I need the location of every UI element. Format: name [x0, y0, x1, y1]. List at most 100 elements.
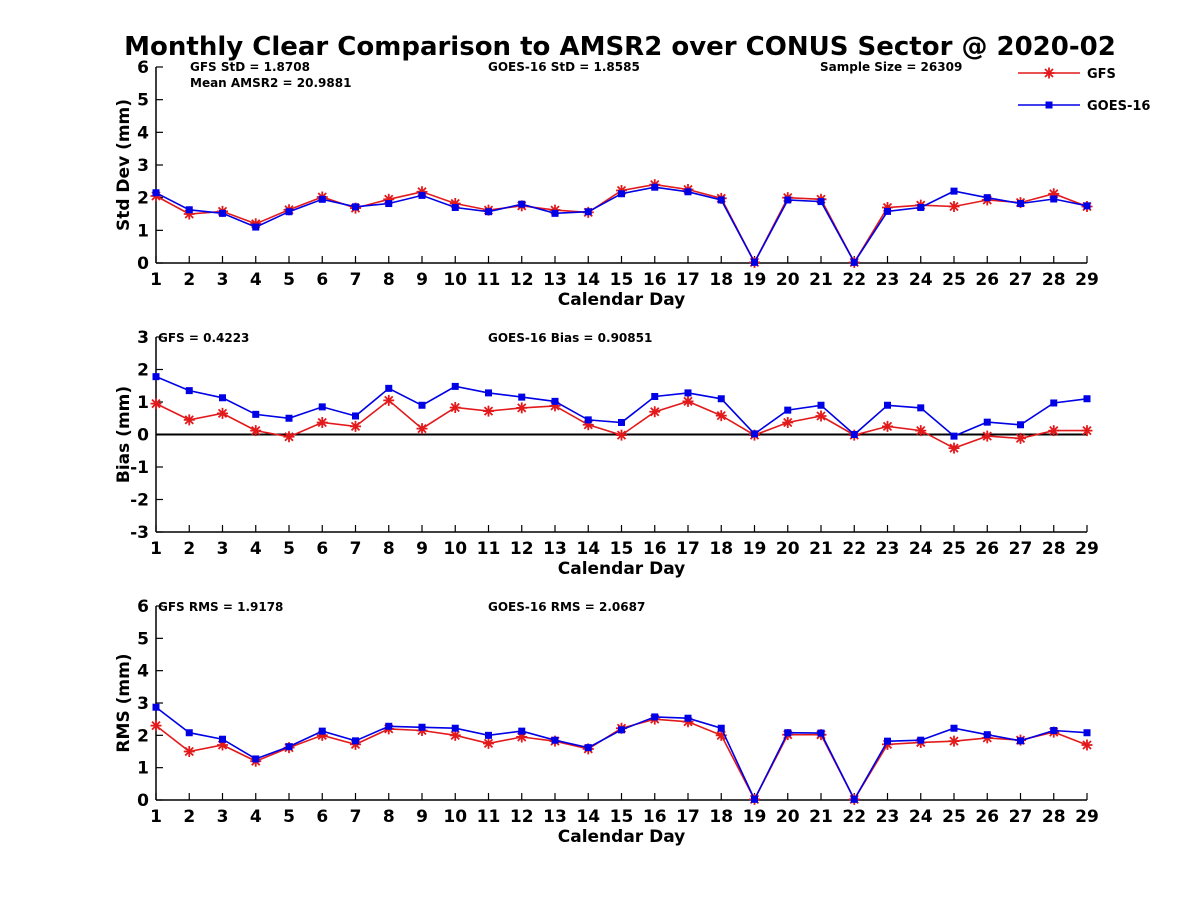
data-point-gfs — [183, 746, 195, 757]
y-tick-label: 0 — [137, 254, 149, 274]
x-tick-label: 7 — [350, 270, 362, 290]
x-tick-label: 19 — [743, 270, 767, 290]
x-tick-label: 11 — [477, 807, 501, 827]
x-tick-label: 23 — [876, 807, 900, 827]
data-point-goes-16 — [584, 744, 592, 752]
y-tick-label: 1 — [137, 393, 149, 413]
data-point-gfs — [815, 410, 827, 422]
y-tick-label: 3 — [137, 156, 149, 176]
x-tick-label: 15 — [610, 270, 634, 290]
data-point-goes-16 — [352, 737, 359, 745]
data-point-gfs — [383, 394, 395, 406]
x-tick-label: 9 — [416, 539, 428, 559]
data-point-goes-16 — [285, 208, 293, 216]
data-point-goes-16 — [219, 735, 226, 743]
y-tick-label: 2 — [137, 189, 149, 209]
data-point-gfs — [948, 442, 960, 454]
stats-annotation: GOES-16 RMS = 2.0687 — [488, 600, 645, 614]
data-point-goes-16 — [418, 191, 426, 199]
data-point-goes-16 — [385, 200, 393, 208]
data-point-goes-16 — [651, 392, 659, 400]
data-point-goes-16 — [751, 795, 758, 803]
x-tick-label: 11 — [477, 539, 501, 559]
data-point-goes-16 — [917, 736, 925, 744]
data-point-goes-16 — [917, 404, 925, 412]
x-tick-label: 26 — [975, 539, 999, 559]
x-tick-label: 3 — [217, 270, 229, 290]
data-point-gfs — [217, 407, 228, 419]
y-tick-label: 3 — [137, 694, 149, 714]
x-tick-label: 16 — [643, 270, 667, 290]
y-tick-label: 3 — [137, 328, 149, 348]
x-tick-label: 1 — [150, 539, 162, 559]
y-tick-label: 5 — [137, 629, 149, 649]
x-axis-label: Calendar Day — [558, 827, 686, 847]
x-tick-label: 6 — [316, 807, 328, 827]
x-tick-label: 24 — [909, 807, 933, 827]
data-point-goes-16 — [518, 727, 526, 735]
data-point-gfs — [715, 729, 727, 741]
x-tick-label: 10 — [443, 539, 467, 559]
data-point-gfs — [981, 430, 993, 442]
stats-annotation: GFS = 0.4223 — [158, 331, 249, 345]
x-tick-label: 6 — [316, 539, 328, 559]
x-tick-label: 18 — [709, 807, 733, 827]
x-tick-label: 1 — [150, 270, 162, 290]
x-tick-label: 22 — [842, 807, 866, 827]
x-tick-label: 9 — [416, 270, 428, 290]
x-tick-label: 19 — [743, 539, 767, 559]
x-tick-label: 14 — [576, 270, 600, 290]
x-tick-label: 21 — [809, 807, 833, 827]
x-axis-label: Calendar Day — [558, 290, 686, 310]
data-point-gfs — [150, 398, 162, 410]
data-point-goes-16 — [252, 223, 260, 231]
data-point-gfs — [316, 729, 328, 741]
data-point-goes-16 — [651, 713, 659, 721]
data-point-goes-16 — [1017, 737, 1024, 745]
data-point-goes-16 — [651, 183, 659, 191]
data-point-goes-16 — [1050, 195, 1058, 203]
x-tick-label: 4 — [250, 807, 262, 827]
x-tick-label: 12 — [510, 539, 534, 559]
x-tick-label: 7 — [350, 539, 362, 559]
data-point-gfs — [1048, 425, 1060, 437]
x-tick-label: 5 — [283, 270, 295, 290]
data-point-goes-16 — [751, 430, 758, 438]
x-tick-label: 27 — [1009, 539, 1033, 559]
data-point-goes-16 — [285, 743, 293, 751]
data-point-goes-16 — [784, 729, 792, 737]
data-point-goes-16 — [884, 207, 891, 215]
x-tick-label: 8 — [383, 270, 395, 290]
y-axis-label: Std Dev (mm) — [114, 99, 134, 231]
data-point-goes-16 — [352, 412, 359, 420]
data-point-goes-16 — [884, 401, 891, 409]
data-point-goes-16 — [485, 208, 492, 216]
data-point-goes-16 — [451, 203, 459, 211]
stats-annotation: GFS RMS = 1.9178 — [158, 600, 283, 614]
data-point-goes-16 — [618, 190, 625, 198]
x-tick-label: 18 — [709, 270, 733, 290]
data-point-goes-16 — [618, 418, 625, 426]
data-point-goes-16 — [983, 194, 991, 202]
data-point-gfs — [217, 739, 228, 751]
data-point-goes-16 — [1083, 395, 1091, 403]
data-point-goes-16 — [1017, 421, 1024, 429]
data-point-gfs — [316, 416, 328, 428]
x-tick-label: 3 — [217, 807, 229, 827]
data-point-goes-16 — [385, 722, 393, 730]
data-point-goes-16 — [684, 714, 692, 722]
x-tick-label: 2 — [183, 539, 195, 559]
x-tick-label: 15 — [610, 807, 634, 827]
x-tick-label: 7 — [350, 807, 362, 827]
series-line-goes-16 — [155, 706, 1088, 802]
y-tick-label: 1 — [137, 221, 149, 241]
x-tick-label: 6 — [316, 270, 328, 290]
stats-annotation: GOES-16 StD = 1.8585 — [488, 60, 640, 74]
data-point-gfs — [416, 423, 428, 435]
x-tick-label: 13 — [543, 539, 567, 559]
data-point-goes-16 — [983, 731, 991, 739]
x-tick-label: 12 — [510, 270, 534, 290]
data-point-gfs — [350, 738, 361, 750]
data-point-gfs — [616, 429, 627, 441]
